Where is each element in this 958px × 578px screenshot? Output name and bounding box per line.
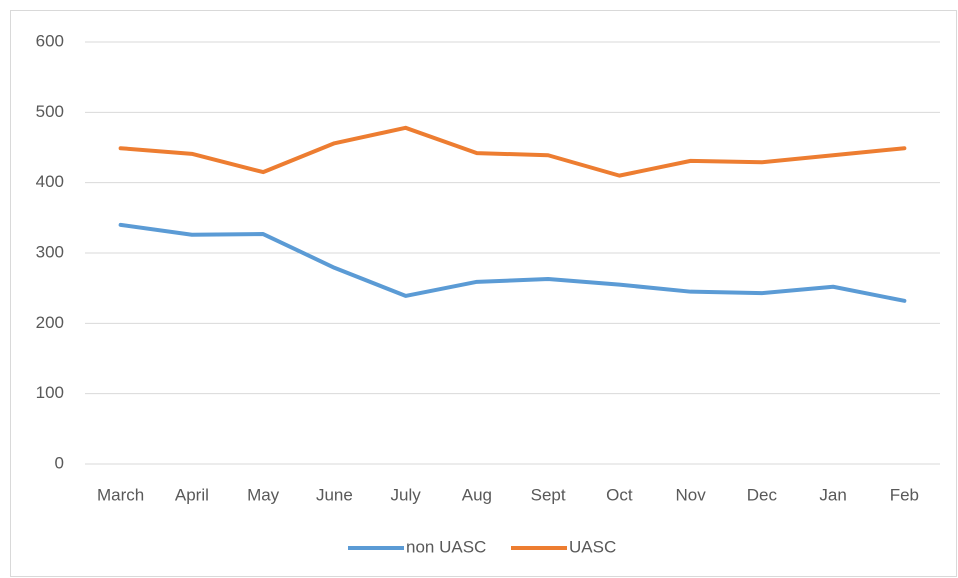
x-tick-label: Jan <box>819 485 846 504</box>
x-tick-label: July <box>391 485 422 504</box>
line-series <box>118 125 907 178</box>
x-tick-label: Feb <box>890 485 919 504</box>
x-tick-label: May <box>247 485 280 504</box>
y-tick-label: 500 <box>36 102 64 121</box>
y-tick-label: 600 <box>36 31 64 50</box>
legend-label: UASC <box>569 537 616 556</box>
y-tick-label: 300 <box>36 242 64 261</box>
x-tick-label: Nov <box>676 485 707 504</box>
x-tick-label: Sept <box>531 485 566 504</box>
x-tick-label: Oct <box>606 485 633 504</box>
y-tick-label: 200 <box>36 313 64 332</box>
line-series <box>118 222 907 303</box>
x-tick-label: April <box>175 485 209 504</box>
legend-label: non UASC <box>406 537 486 556</box>
x-tick-label: Dec <box>747 485 778 504</box>
y-tick-label: 400 <box>36 172 64 191</box>
x-tick-label: Aug <box>462 485 492 504</box>
y-tick-label: 100 <box>36 383 64 402</box>
chart-border <box>10 10 957 577</box>
y-tick-label: 0 <box>55 453 64 472</box>
x-tick-label: June <box>316 485 353 504</box>
x-tick-label: March <box>97 485 144 504</box>
